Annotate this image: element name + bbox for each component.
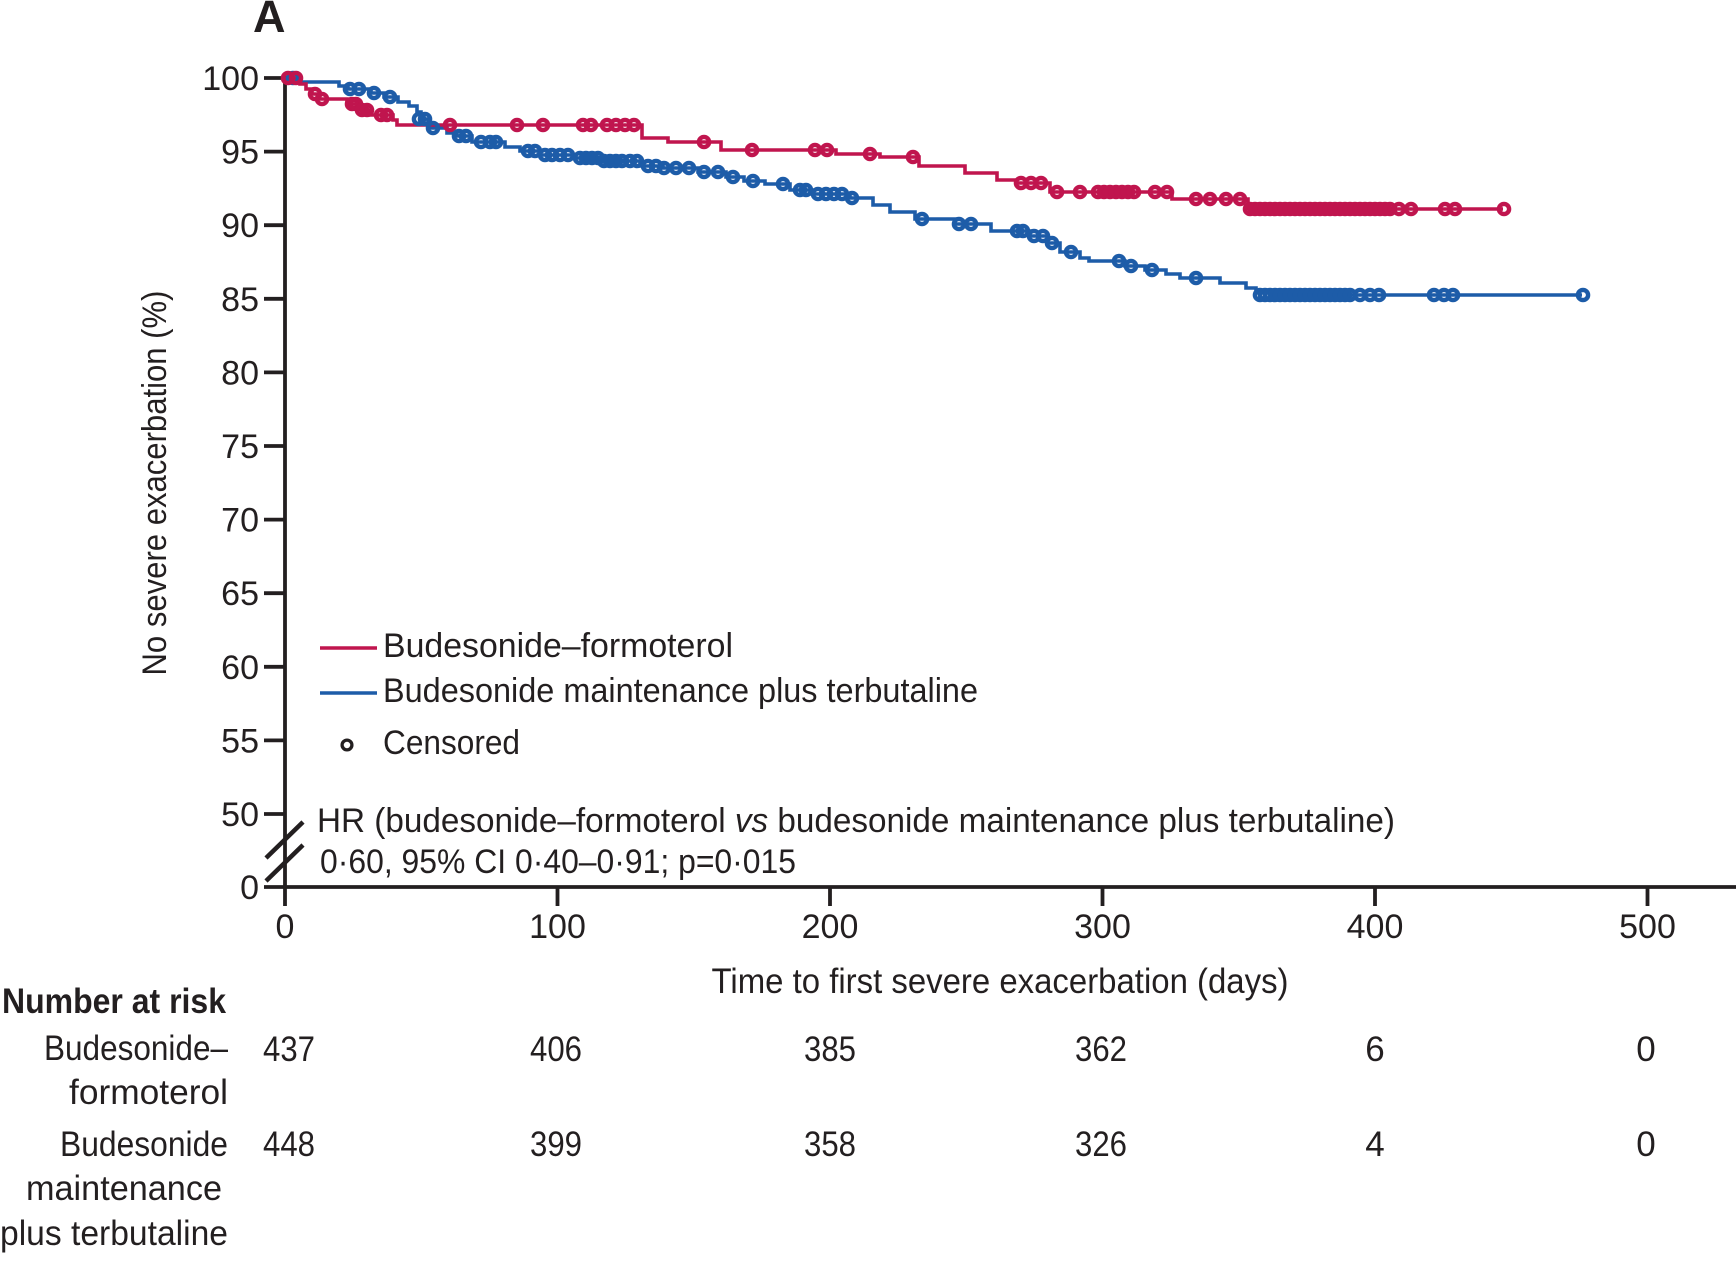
- svg-text:6: 6: [1365, 1030, 1384, 1069]
- svg-text:100: 100: [529, 908, 586, 946]
- svg-text:formoterol: formoterol: [69, 1073, 228, 1112]
- svg-text:Budesonide maintenance plus te: Budesonide maintenance plus terbutaline: [383, 672, 978, 710]
- svg-text:4: 4: [1365, 1125, 1384, 1164]
- svg-text:maintenance: maintenance: [26, 1169, 222, 1208]
- svg-text:85: 85: [221, 281, 259, 319]
- svg-text:448: 448: [263, 1125, 315, 1164]
- svg-text:399: 399: [530, 1125, 582, 1164]
- svg-text:326: 326: [1075, 1125, 1127, 1164]
- svg-text:70: 70: [221, 502, 259, 540]
- svg-text:HR (budesonide–formoterol vs b: HR (budesonide–formoterol vs budesonide …: [317, 802, 1395, 840]
- svg-text:80: 80: [221, 354, 259, 392]
- svg-text:400: 400: [1347, 908, 1404, 946]
- svg-text:Censored: Censored: [383, 724, 520, 762]
- svg-text:60: 60: [221, 649, 259, 687]
- svg-text:plus terbutaline: plus terbutaline: [0, 1214, 228, 1253]
- svg-text:0: 0: [1636, 1030, 1655, 1069]
- svg-text:Budesonide–: Budesonide–: [44, 1029, 228, 1068]
- svg-text:200: 200: [802, 908, 859, 946]
- svg-text:300: 300: [1074, 908, 1131, 946]
- svg-text:95: 95: [221, 134, 259, 172]
- svg-text:0: 0: [276, 908, 295, 946]
- svg-text:500: 500: [1619, 908, 1676, 946]
- svg-text:55: 55: [221, 722, 259, 760]
- svg-text:Budesonide–formoterol: Budesonide–formoterol: [383, 627, 733, 665]
- svg-text:100: 100: [202, 60, 259, 98]
- svg-text:75: 75: [221, 428, 259, 466]
- svg-text:Number at risk: Number at risk: [2, 982, 226, 1021]
- svg-text:Time to first severe exacerbat: Time to first severe exacerbation (days): [712, 962, 1289, 1001]
- svg-text:385: 385: [804, 1030, 856, 1069]
- svg-text:65: 65: [221, 575, 259, 613]
- svg-text:358: 358: [804, 1125, 856, 1164]
- svg-text:406: 406: [530, 1030, 582, 1069]
- svg-text:362: 362: [1075, 1030, 1127, 1069]
- svg-text:No severe exacerbation (%): No severe exacerbation (%): [136, 291, 174, 676]
- svg-text:0: 0: [240, 869, 259, 907]
- svg-text:Budesonide: Budesonide: [60, 1125, 228, 1164]
- svg-text:0: 0: [1636, 1125, 1655, 1164]
- svg-text:50: 50: [221, 796, 259, 834]
- svg-text:437: 437: [263, 1030, 315, 1069]
- svg-text:A: A: [253, 0, 286, 42]
- svg-text:0·60, 95% CI 0·40–0·91; p=0·01: 0·60, 95% CI 0·40–0·91; p=0·015: [320, 843, 796, 881]
- svg-text:90: 90: [221, 207, 259, 245]
